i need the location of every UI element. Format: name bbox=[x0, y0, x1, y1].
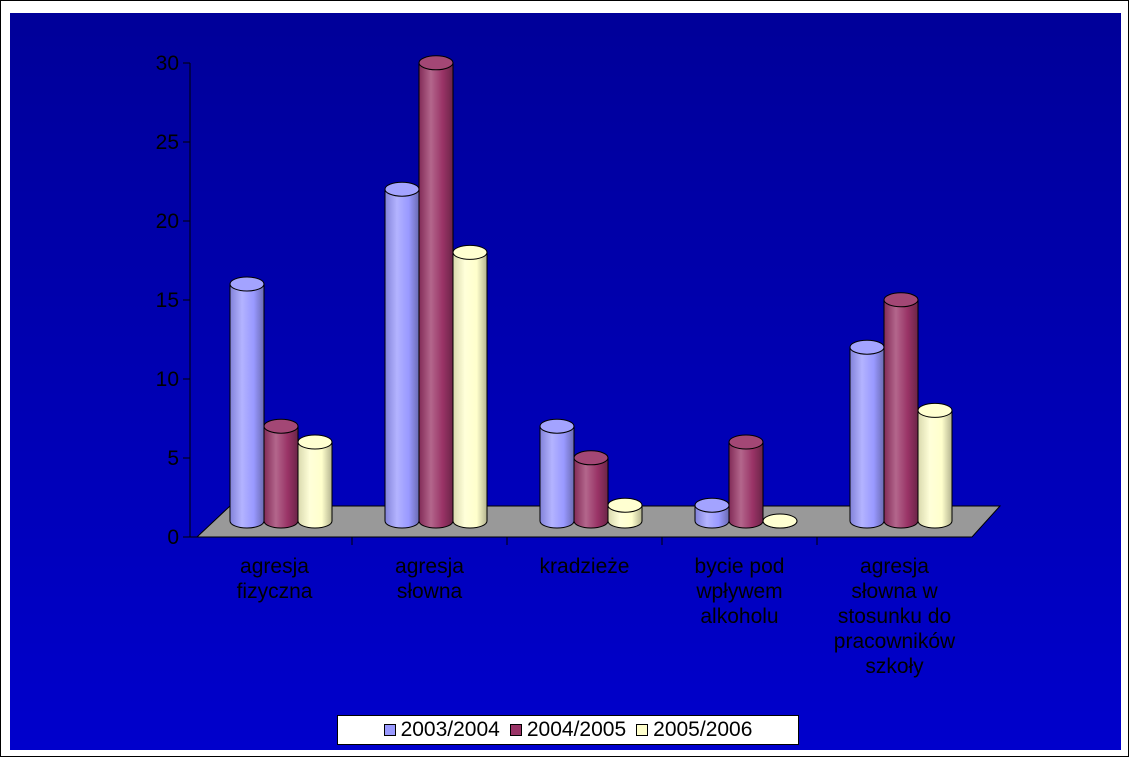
y-tick-label: 15 bbox=[156, 289, 179, 312]
bar-body bbox=[849, 346, 885, 529]
legend-swatch bbox=[509, 724, 522, 736]
bar-body bbox=[573, 457, 609, 529]
bar-body bbox=[728, 441, 764, 529]
bar-body bbox=[384, 188, 420, 529]
bar-top bbox=[573, 450, 609, 466]
bar bbox=[573, 450, 609, 529]
legend-label: 2005/2006 bbox=[653, 718, 753, 741]
category-label: agresja słowna bbox=[395, 555, 464, 603]
bar-top bbox=[694, 497, 730, 513]
category-label: kradzieże bbox=[539, 555, 630, 578]
bar bbox=[728, 434, 764, 529]
y-tick-label: 10 bbox=[156, 368, 179, 391]
y-tick-label: 5 bbox=[167, 447, 179, 470]
category-label: bycie pod wpływem alkoholu bbox=[694, 555, 785, 628]
bar-top bbox=[849, 339, 885, 355]
bar bbox=[539, 418, 575, 529]
bar bbox=[917, 402, 953, 529]
bar-top bbox=[728, 434, 764, 450]
bar-body bbox=[883, 299, 919, 529]
chart-area: 0 5 10 15 20 25 30 agresja fizyczna agresja sło… bbox=[10, 13, 1121, 750]
bar-top bbox=[917, 402, 953, 418]
legend-swatch bbox=[636, 724, 649, 736]
bar-top bbox=[762, 513, 798, 529]
legend-item: 2005/2006 bbox=[636, 718, 752, 742]
bar bbox=[384, 181, 420, 529]
legend-item: 2003/2004 bbox=[383, 718, 500, 742]
category-label: agresja słowna w stosunku do pracowników… bbox=[833, 555, 956, 678]
legend-item: 2004/2005 bbox=[509, 718, 627, 742]
bar bbox=[883, 292, 919, 529]
y-tick-label: 30 bbox=[156, 52, 179, 75]
y-tick-label: 0 bbox=[167, 526, 179, 549]
bar-top bbox=[607, 497, 643, 513]
bar-body bbox=[297, 441, 333, 529]
bar bbox=[849, 339, 885, 529]
bar bbox=[452, 244, 488, 529]
bar-top bbox=[263, 418, 299, 434]
legend-label: 2004/2005 bbox=[526, 718, 627, 741]
bar bbox=[762, 513, 798, 529]
bar-top bbox=[883, 292, 919, 308]
bar-top bbox=[452, 244, 488, 260]
chart-plot: 0 5 10 15 20 25 30 bbox=[10, 13, 1121, 750]
bar bbox=[694, 497, 730, 529]
bar bbox=[263, 418, 299, 529]
bar bbox=[418, 55, 454, 529]
category-label: agresja fizyczna bbox=[236, 555, 313, 603]
bar-body bbox=[452, 251, 488, 529]
bar bbox=[297, 434, 333, 529]
legend: 2003/2004 2004/2005 2005/2006 bbox=[337, 715, 799, 745]
bar-top bbox=[418, 55, 454, 71]
bar-top bbox=[297, 434, 333, 450]
bar-body bbox=[539, 425, 575, 529]
y-tick-label: 20 bbox=[156, 210, 179, 233]
legend-swatch bbox=[383, 724, 396, 736]
bar-body bbox=[263, 425, 299, 529]
bar-body bbox=[229, 283, 265, 529]
bar-top bbox=[384, 181, 420, 197]
bar-body bbox=[418, 62, 454, 529]
bar-body bbox=[917, 409, 953, 529]
bar bbox=[229, 276, 265, 529]
legend-label: 2003/2004 bbox=[400, 718, 500, 741]
chart-background bbox=[10, 13, 1121, 750]
bar-top bbox=[539, 418, 575, 434]
y-tick-label: 25 bbox=[156, 131, 179, 154]
bar-top bbox=[229, 276, 265, 292]
bar bbox=[607, 497, 643, 529]
